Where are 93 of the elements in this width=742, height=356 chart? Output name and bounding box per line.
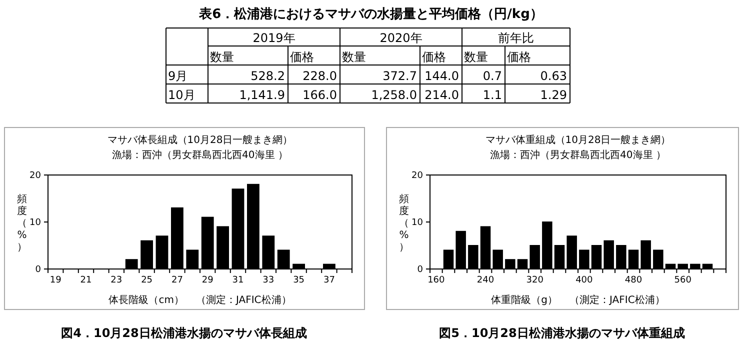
x-tick-label: 29 — [202, 275, 214, 286]
bar — [456, 230, 466, 270]
x-tick-label: 37 — [323, 275, 335, 286]
bar — [640, 240, 651, 270]
x-tick-label: 19 — [50, 275, 62, 286]
bar — [566, 236, 577, 270]
chart-title: マサバ体長組成（10月28日一艘まき網） — [107, 134, 293, 146]
bar — [201, 216, 214, 270]
text: 数量 — [342, 50, 366, 64]
bar — [443, 250, 454, 270]
text: 166.0 — [302, 88, 337, 102]
y-tick-label: 10 — [30, 218, 42, 228]
text: 数量 — [464, 50, 488, 64]
text: 372.7 — [382, 69, 417, 83]
x-axis-title: 体長階級（cm） — [108, 294, 184, 306]
text: 表6．松浦港におけるマサバの水揚量と平均価格（円/kg） — [198, 7, 543, 22]
text: 1.1 — [482, 88, 502, 102]
bar — [216, 226, 229, 270]
bar — [468, 245, 478, 270]
caption: 図5．10月28日松浦港水揚のマサバ体重組成 — [439, 326, 685, 340]
bar — [156, 236, 168, 270]
x-tick-label: 23 — [110, 275, 122, 286]
x-tick-label: 480 — [624, 275, 642, 286]
bar — [579, 250, 590, 270]
bar — [591, 245, 602, 270]
bar — [140, 240, 153, 270]
text: 9月 — [168, 69, 188, 83]
y-axis-title: 頻度（%） — [17, 193, 27, 253]
x-tick-label: 35 — [293, 275, 305, 286]
bar — [554, 245, 565, 270]
bar — [277, 250, 290, 270]
x-axis-title: 体重階級（g） — [491, 294, 558, 306]
bar — [653, 250, 664, 270]
text: 214.0 — [424, 88, 459, 102]
x-tick-label: 400 — [576, 275, 594, 286]
bar — [542, 222, 552, 270]
x-tick-label: 160 — [428, 275, 446, 286]
text: 1,258.0 — [371, 88, 417, 102]
bar — [616, 245, 626, 270]
bar — [505, 259, 516, 270]
chart-title: マサバ体重組成（10月28日一艘まき網） — [485, 134, 671, 146]
text: 228.0 — [302, 69, 337, 83]
y-tick-label: 0 — [417, 264, 424, 275]
bar — [186, 250, 199, 270]
text: 1.29 — [540, 88, 567, 102]
bar — [530, 245, 540, 270]
bar — [171, 207, 184, 270]
bar — [247, 184, 260, 270]
bar — [702, 264, 713, 270]
text: 0.7 — [482, 69, 502, 83]
text: 0.63 — [540, 69, 567, 83]
bar — [678, 264, 688, 270]
y-tick-label: 0 — [35, 264, 42, 275]
x-tick-label: 320 — [526, 275, 544, 286]
bar — [262, 236, 275, 270]
y-axis-title: 頻度（%） — [399, 193, 409, 253]
bar — [690, 264, 700, 270]
text: 価格 — [507, 50, 531, 64]
bar — [480, 226, 491, 270]
bar — [517, 259, 528, 270]
text: 2019年 — [252, 31, 296, 45]
bar — [323, 264, 336, 270]
x-tick-label: 33 — [262, 275, 274, 286]
bar — [232, 188, 244, 270]
y-tick-label: 10 — [412, 218, 424, 228]
text: 144.0 — [424, 69, 459, 83]
text: 価格 — [422, 50, 446, 64]
y-tick-label: 20 — [30, 170, 42, 181]
text: 1,141.9 — [239, 88, 285, 102]
text: 数量 — [210, 50, 234, 64]
text: 前年比 — [498, 31, 534, 45]
x-tick-label: 560 — [674, 275, 692, 286]
x-tick-label: 27 — [171, 275, 183, 286]
chart-subtitle: 漁場：西沖（男女群島西北西40海里 ） — [490, 149, 666, 161]
chart-subtitle: 漁場：西沖（男女群島西北西40海里 ） — [112, 149, 288, 161]
bar — [125, 259, 138, 270]
x-tick-label: 31 — [232, 275, 244, 286]
caption: 図4．10月28日松浦港水揚のマサバ体長組成 — [61, 326, 307, 340]
text: 10月 — [168, 88, 196, 102]
bar — [628, 250, 639, 270]
y-tick-label: 20 — [412, 170, 424, 181]
bar — [492, 250, 503, 270]
bar — [665, 264, 676, 270]
bar — [292, 264, 305, 270]
text: 価格 — [290, 50, 314, 64]
text: 2020年 — [380, 31, 422, 45]
x-tick-label: 25 — [141, 275, 153, 286]
text: 528.2 — [250, 69, 285, 83]
bar — [604, 240, 614, 270]
text: （測定：JAFIC松浦） — [570, 294, 665, 306]
text: （測定：JAFIC松浦） — [196, 294, 292, 306]
x-tick-label: 240 — [476, 275, 494, 286]
x-tick-label: 21 — [80, 275, 92, 286]
